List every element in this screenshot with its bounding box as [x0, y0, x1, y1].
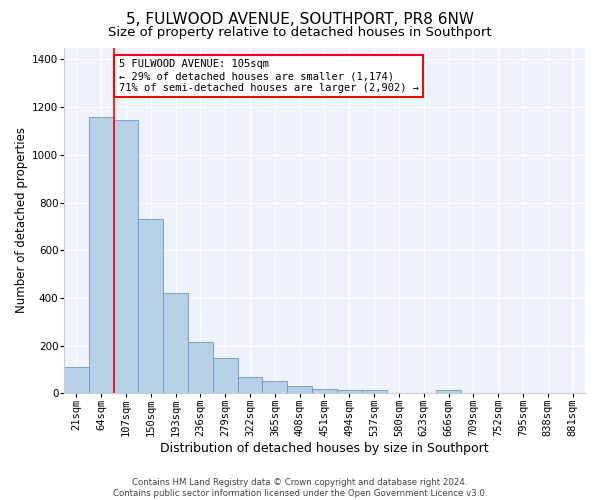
Bar: [337, 390, 362, 394]
Bar: [312, 388, 337, 394]
Bar: [163, 293, 188, 394]
Y-axis label: Number of detached properties: Number of detached properties: [15, 128, 28, 314]
Bar: [362, 390, 386, 394]
Text: Size of property relative to detached houses in Southport: Size of property relative to detached ho…: [108, 26, 492, 39]
Bar: [89, 116, 113, 394]
Text: Contains HM Land Registry data © Crown copyright and database right 2024.
Contai: Contains HM Land Registry data © Crown c…: [113, 478, 487, 498]
Text: 5, FULWOOD AVENUE, SOUTHPORT, PR8 6NW: 5, FULWOOD AVENUE, SOUTHPORT, PR8 6NW: [126, 12, 474, 28]
Bar: [213, 358, 238, 394]
Bar: [188, 342, 213, 394]
Bar: [238, 376, 262, 394]
Bar: [64, 367, 89, 394]
Bar: [287, 386, 312, 394]
Bar: [436, 390, 461, 394]
Bar: [139, 220, 163, 394]
Bar: [262, 382, 287, 394]
X-axis label: Distribution of detached houses by size in Southport: Distribution of detached houses by size …: [160, 442, 489, 455]
Text: 5 FULWOOD AVENUE: 105sqm
← 29% of detached houses are smaller (1,174)
71% of sem: 5 FULWOOD AVENUE: 105sqm ← 29% of detach…: [119, 60, 419, 92]
Bar: [113, 120, 139, 394]
